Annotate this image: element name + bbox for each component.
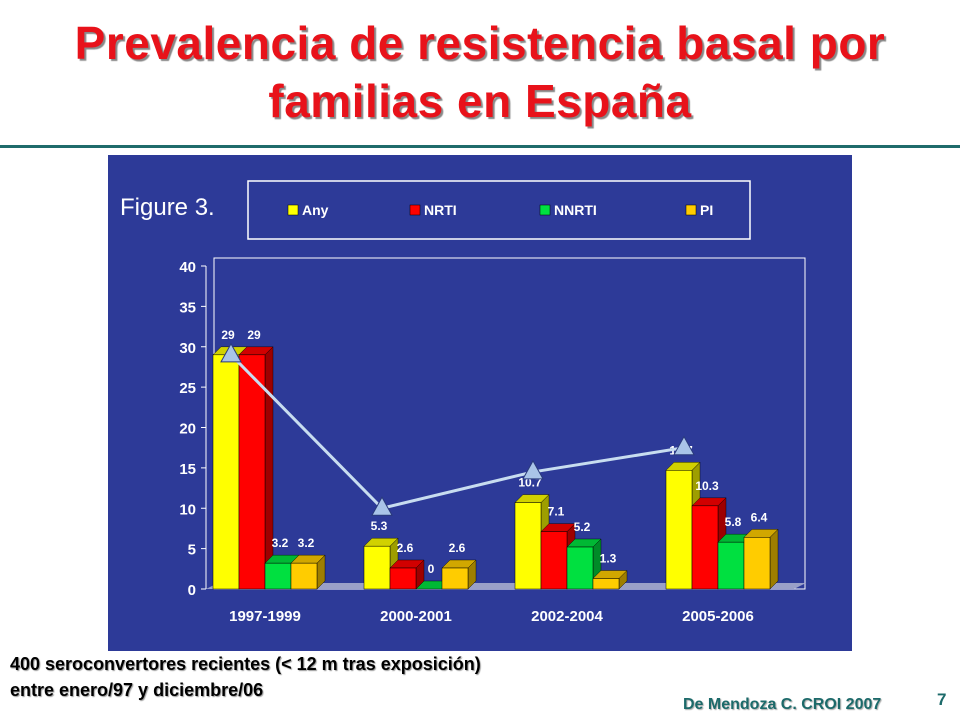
bar-nnrti (264, 562, 292, 590)
y-tick-label: 10 (179, 501, 196, 518)
y-tick-label: 35 (179, 299, 196, 316)
data-label: 29 (221, 328, 235, 342)
legend-label-nrti: NRTI (424, 202, 457, 218)
chart-title: Figure 3. (120, 194, 215, 221)
bar-nrti (691, 505, 719, 590)
data-label: 3.2 (272, 536, 289, 550)
bar-nrti (238, 354, 266, 590)
bar-nnrti (566, 546, 594, 590)
y-tick-label: 30 (179, 340, 196, 357)
x-tick-label: 2005-2006 (682, 608, 754, 625)
data-label: 6.4 (751, 510, 768, 524)
title-divider (0, 145, 960, 148)
data-label: 2.6 (397, 541, 414, 555)
bar-side (769, 528, 779, 590)
data-label: 5.3 (371, 519, 388, 533)
y-tick-label: 5 (188, 542, 196, 559)
citation: De Mendoza C. CROI 2007 (683, 696, 882, 713)
bar-any (665, 470, 693, 590)
bar-side (264, 346, 274, 590)
y-tick-label: 20 (179, 421, 196, 438)
trend-marker (673, 435, 695, 456)
legend-label-pi: PI (700, 202, 713, 218)
y-tick-label: 0 (188, 582, 196, 599)
data-label: 1.3 (600, 552, 617, 566)
bar-nrti (389, 567, 417, 590)
data-label: 29 (247, 328, 261, 342)
data-label: 5.2 (574, 520, 591, 534)
data-label: 7.1 (548, 505, 565, 519)
legend-label-nnrti: NNRTI (554, 202, 597, 218)
slide-title-line-2: familias en España (268, 75, 692, 127)
bar-chart: Figure 3. Any NRTI NNRTI PI 0 5 10 15 20 25 30 35 4… (120, 180, 806, 625)
bar-nnrti (717, 541, 745, 590)
data-label: 5.8 (725, 515, 742, 529)
y-tick-label: 40 (179, 259, 196, 276)
x-tick-label: 2002-2004 (531, 608, 603, 625)
y-tick-label: 25 (179, 380, 196, 397)
bar-any (212, 354, 240, 590)
bar-any (363, 545, 391, 590)
legend-box (247, 180, 751, 240)
data-label: 10.3 (695, 479, 719, 493)
legend-label-any: Any (302, 202, 329, 218)
legend-swatch-any (287, 204, 299, 216)
x-tick-label: 1997-1999 (229, 608, 301, 625)
legend: Any NRTI NNRTI PI (287, 202, 713, 218)
trend-marker (371, 496, 393, 516)
chart-floor (206, 583, 806, 589)
trend-marker (220, 342, 242, 363)
data-label: 0 (428, 562, 435, 576)
chart-panel: Figure 3. Any NRTI NNRTI PI 0 5 10 15 20 25 30 35 4… (108, 155, 852, 651)
bar-pi (290, 562, 318, 590)
bar-any (514, 502, 542, 590)
footnote-line-1: 400 seroconvertores recientes (< 12 m tr… (10, 654, 481, 674)
slide-title-line-1: Prevalencia de resistencia basal por (74, 17, 886, 69)
page-number: 7 (937, 690, 947, 709)
data-label: 3.2 (298, 536, 315, 550)
trend-marker (522, 459, 544, 480)
slide-title: Prevalencia de resistencia basal por fam… (0, 14, 960, 130)
x-tick-label: 2000-2001 (380, 608, 452, 625)
legend-swatch-nrti (409, 204, 421, 216)
legend-swatch-nnrti (539, 204, 551, 216)
legend-swatch-pi (685, 204, 697, 216)
data-label: 2.6 (449, 541, 466, 555)
bar-pi (441, 567, 469, 590)
bar-pi (743, 537, 771, 590)
trend-line (229, 353, 685, 510)
bar-nrti (540, 531, 568, 590)
bar-pi (592, 578, 620, 590)
plot-area: 0 5 10 15 20 25 30 35 40 29 29 3.2 3.2 1997-1999 5.3 2.… (179, 257, 806, 625)
y-tick-label: 15 (179, 461, 196, 478)
footnote-line-2: entre enero/97 y diciembre/06 (10, 680, 264, 700)
